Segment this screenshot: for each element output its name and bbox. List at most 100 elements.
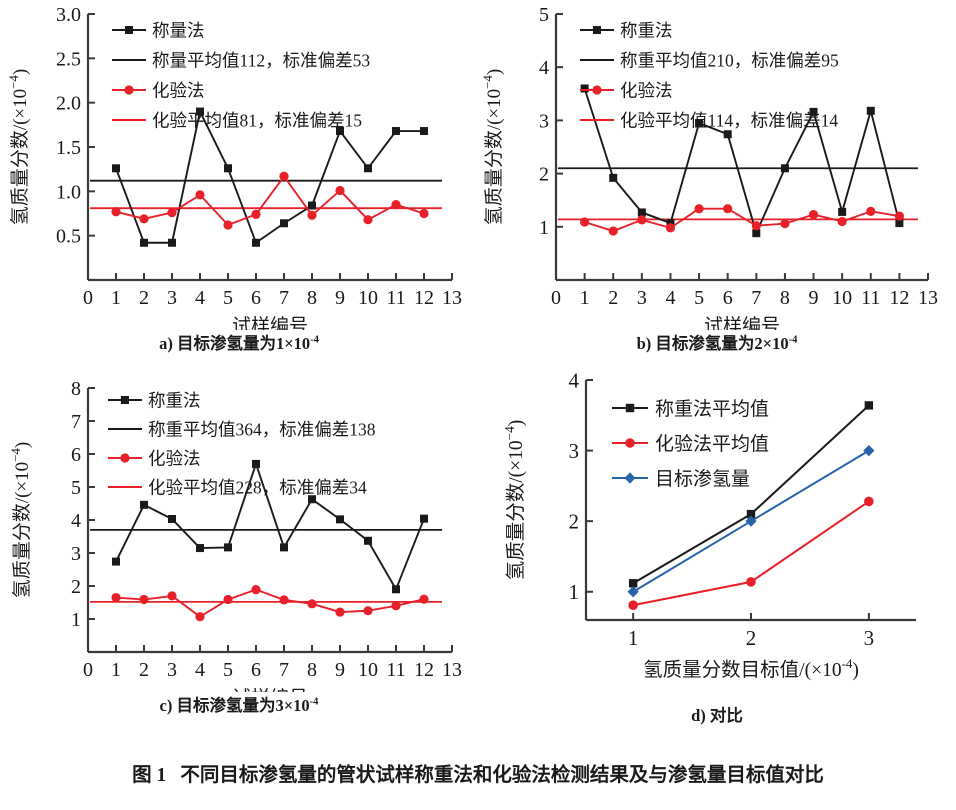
y-axis-title: 氢质量分数/(×10−4) [480,69,505,225]
y-tick-label: 1 [539,217,549,239]
panel-c: 01234567891011121312345678试样编号氢质量分数/(×10… [0,362,478,727]
x-tick-label: 1 [111,659,121,681]
panel-b-caption-text: 目标渗氢量为2×10 [655,334,789,353]
data-point [694,204,704,214]
data-point [695,119,704,128]
data-point [168,238,176,247]
data-point [866,206,876,216]
x-tick-label: 9 [335,287,345,309]
x-tick-label: 10 [358,659,378,681]
data-point [608,226,618,236]
data-point [391,200,401,210]
y-tick-label: 4 [539,57,549,79]
y-axis-title-text: 氢质量分数/(×10−4) [8,442,33,598]
x-tick-label: 13 [918,287,938,309]
x-tick-label: 3 [864,626,875,650]
legend-label: 化验平均值228，标准偏差34 [148,477,367,497]
panel-c-caption-exp: -4 [309,696,319,708]
legend-swatch-marker [592,85,602,95]
y-tick-label: 2.0 [56,93,81,115]
legend-label: 目标渗氢量 [655,468,750,490]
legend-label: 称重平均值364，标准偏差138 [148,419,376,439]
legend-label: 化验平均值114，标准偏差14 [620,110,838,130]
x-tick-label: 1 [111,287,121,309]
data-point [336,515,344,524]
y-axis-title-text: 氢质量分数/(×10−4) [6,69,31,225]
panel-b: 0 1 2 3 4 5 6 7 8 9 10 11 12 13 1 2 3 4 5 试样编号 氢质量分数/(×10−4)… [478,0,956,365]
y-axis-title: 氢质量分数/(×10−4) [502,420,527,581]
y-tick-label: 6 [71,444,81,466]
y-tick-label: 2 [569,510,580,534]
data-point [420,127,428,136]
data-point [307,599,317,609]
data-point [863,444,875,457]
y-tick-label: 2 [539,164,549,186]
data-point [279,171,289,181]
x-tick-label: 11 [861,287,880,309]
data-point [363,606,373,616]
data-point [139,594,149,605]
x-tick-label: 0 [551,287,561,309]
x-tick-label: 8 [307,659,317,681]
legend-label: 称重法平均值 [655,398,769,420]
legend-swatch-marker [124,85,134,95]
y-tick-label: 3 [71,543,81,565]
legend-label: 称重法 [620,20,673,40]
figure-caption-number: 图 1 [132,765,167,786]
legend-swatch-marker [121,396,129,404]
data-point [637,215,647,225]
x-axis-title: 试样编号 [704,315,780,330]
data-point [627,586,639,598]
data-point [139,214,149,224]
data-point [420,514,428,523]
x-tick-label: 13 [442,287,462,309]
data-point [780,219,790,229]
x-axis-title: 试样编号 [232,315,308,330]
series-line [583,88,901,235]
data-point [223,594,233,605]
x-axis-title: 氢质量分数目标值/(×10-4) [643,657,859,681]
x-axis-title: 试样编号 [232,687,308,692]
y-tick-label: 5 [71,477,81,499]
panel-a: 0 1 2 3 4 5 6 7 8 9 10 11 12 13 0.5 1.0 1.5 2.0 2.5 3.0 试样编号… [0,0,478,365]
data-point [895,219,904,228]
data-point [167,591,177,601]
data-point [723,204,733,214]
data-point [252,238,260,247]
y-axis-title: 氢质量分数/(×10−4) [6,69,31,225]
data-point [224,543,232,552]
y-tick-label: 1 [71,609,81,631]
data-point [392,127,400,136]
x-tick-label: 5 [223,659,233,681]
x-tick-label: 8 [307,287,317,309]
legend-label: 称量法 [152,20,205,40]
x-tick-label: 6 [723,287,733,309]
data-point [637,208,646,217]
panel-d-caption-label: d) [691,706,706,725]
x-tick-label: 3 [637,287,647,309]
data-point [251,585,261,595]
legend-swatch-marker [120,453,130,463]
data-point [112,164,120,173]
y-tick-label: 1.5 [56,137,81,159]
x-tick-label: 6 [251,659,261,681]
y-tick-label: 2 [71,576,81,598]
data-point [580,84,589,93]
chart-c: 01234567891011121312345678试样编号氢质量分数/(×10… [8,378,462,692]
data-point [666,219,675,228]
x-tick-label: 2 [139,287,149,309]
data-point [723,130,732,139]
x-tick-label: 9 [809,287,819,309]
x-tick-label: 3 [167,659,177,681]
legend-label: 称重平均值210，标准偏差95 [620,50,839,70]
legend-label: 化验法 [152,80,205,100]
data-point [419,208,429,219]
y-tick-label: 1 [569,580,580,604]
x-tick-label: 12 [414,287,434,309]
data-point [364,164,372,173]
data-point [224,164,232,173]
data-point [335,185,345,196]
